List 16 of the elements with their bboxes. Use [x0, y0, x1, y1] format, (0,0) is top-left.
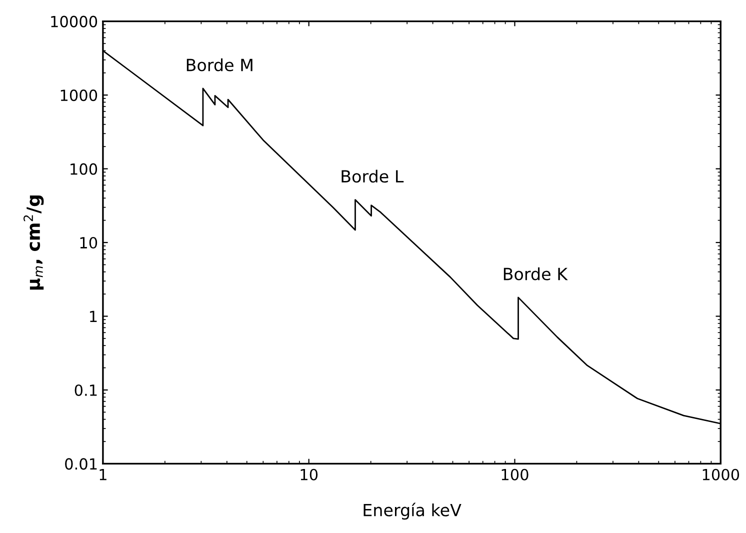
y-tick-label: 0.01 [65, 458, 97, 470]
annotation: Borde K [504, 267, 568, 280]
y-tick-label: 1 [90, 310, 97, 322]
x-tick-label: 10 [300, 468, 318, 480]
y-tick-label: 100 [70, 163, 98, 175]
x-tick-label: 1000 [702, 468, 740, 480]
y-tick-label: 0.1 [74, 384, 97, 396]
y-tick-label: 10 [80, 236, 98, 249]
x-axis-title: Energía keV [364, 502, 462, 520]
y-tick-label: 1000 [60, 90, 98, 102]
x-tick-label: 100 [502, 468, 528, 480]
annotation: Borde L [342, 170, 404, 183]
annotation: Borde M [186, 58, 252, 72]
y-axis-title: μ$_{m}$, cm$^{2}$/g [24, 196, 44, 290]
y-tick-label: 10000 [51, 16, 98, 28]
x-tick-label: 1 [100, 469, 106, 480]
